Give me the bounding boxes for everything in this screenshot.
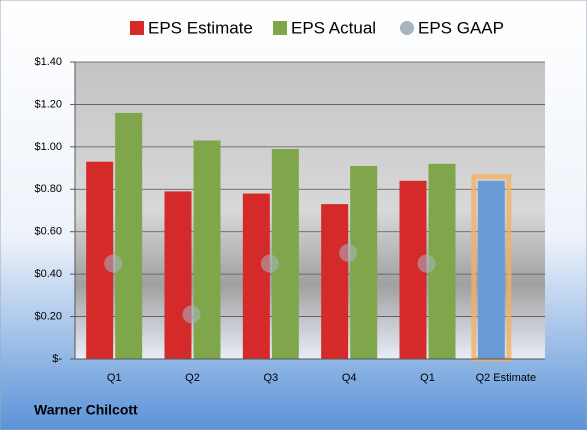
y-tick-label: $1.20 [34, 98, 62, 110]
gaap-marker [182, 305, 201, 324]
plot-area [75, 62, 545, 359]
x-tick-label: Q1 [107, 372, 122, 384]
gaap-marker [260, 254, 279, 273]
legend-label: EPS GAAP [418, 18, 504, 37]
x-tick-label: Q2 [185, 372, 200, 384]
bar [477, 180, 505, 359]
y-tick-label: $0.60 [34, 226, 62, 238]
y-tick-label: $0.20 [34, 310, 62, 322]
legend-marker [130, 21, 144, 35]
y-tick-label: $1.40 [34, 56, 62, 68]
gaap-marker [417, 254, 436, 273]
legend-label: EPS Actual [291, 18, 376, 37]
gaap-marker [339, 243, 358, 262]
bar [115, 112, 143, 360]
x-tick-label: Q4 [342, 372, 357, 384]
bar [164, 191, 192, 359]
y-tick-label: $1.00 [34, 141, 62, 153]
bar [321, 204, 349, 359]
legend-label: EPS Estimate [148, 18, 253, 37]
gaap-marker [104, 254, 123, 273]
legend-marker [400, 21, 414, 35]
bar [242, 193, 270, 359]
footer: Warner Chilcott [34, 402, 138, 418]
bar [271, 148, 299, 359]
bar [350, 165, 378, 359]
x-tick-label: Q1 [420, 372, 435, 384]
x-tick-label: Q3 [263, 372, 278, 384]
y-tick-label: $0.40 [34, 268, 62, 280]
y-tick-label: $0.80 [34, 183, 62, 195]
y-tick-label: $- [52, 353, 62, 365]
legend-marker [273, 21, 287, 35]
x-tick-label: Q2 Estimate [476, 372, 537, 384]
bar [193, 140, 221, 359]
